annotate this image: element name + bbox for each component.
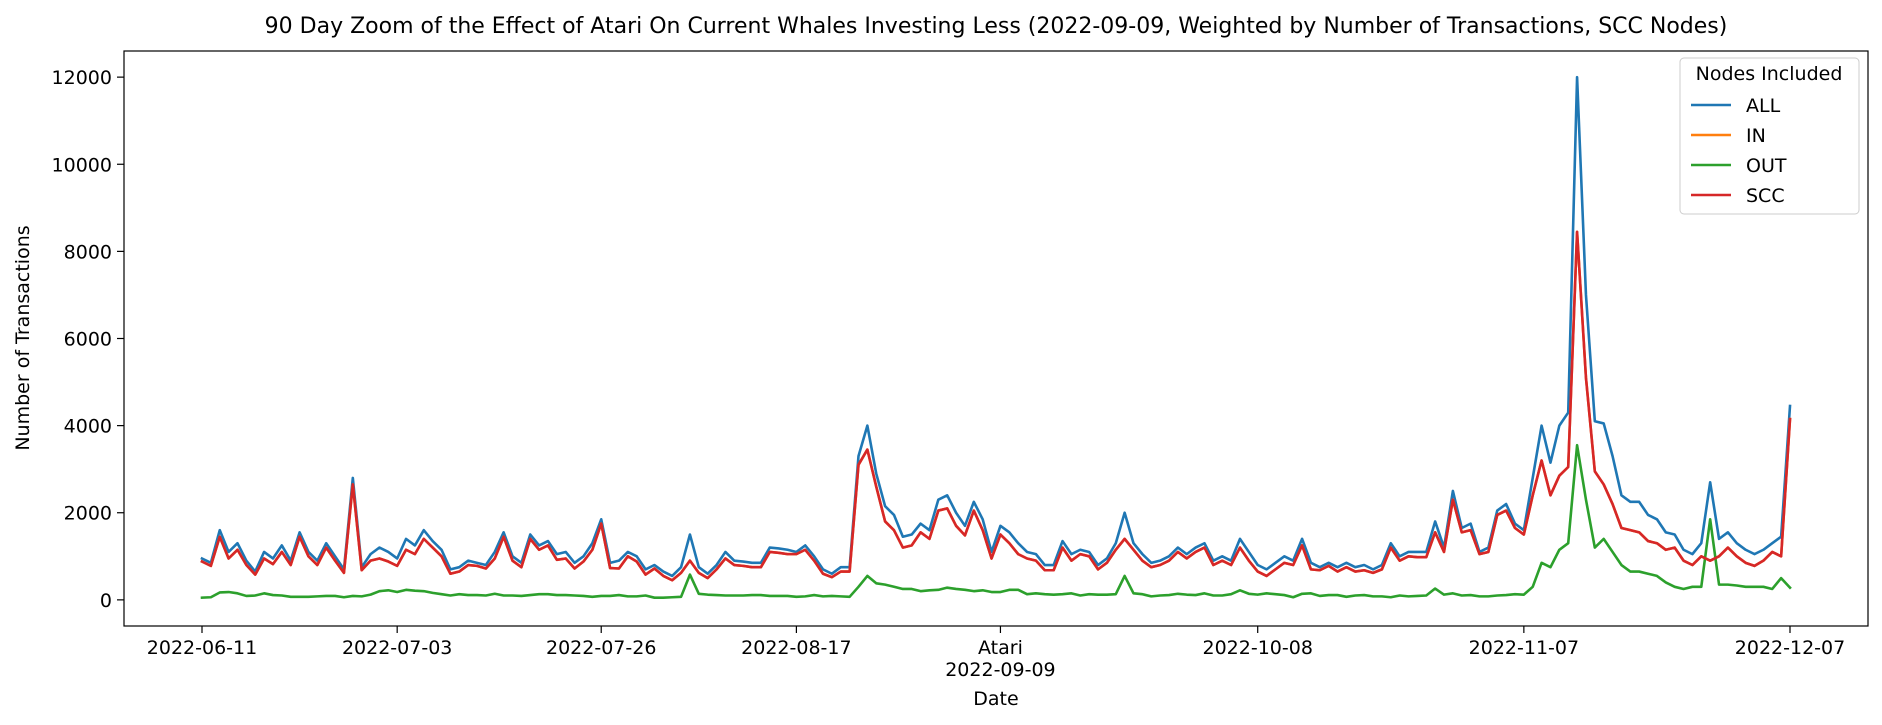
series-line-out bbox=[200, 443, 1792, 600]
series-lines bbox=[200, 75, 1792, 600]
plot-area bbox=[123, 50, 1869, 627]
y-tick-label: 0 bbox=[100, 590, 112, 612]
y-tick-label: 8000 bbox=[64, 241, 112, 263]
legend-label-in: IN bbox=[1746, 125, 1766, 147]
series-line-all bbox=[200, 75, 1792, 578]
chart-title: 90 Day Zoom of the Effect of Atari On Cu… bbox=[265, 14, 1728, 39]
y-axis: 0 2000 4000 6000 8000 10000 12000 bbox=[52, 67, 124, 612]
y-tick-label: 4000 bbox=[64, 416, 112, 438]
y-tick-label: 10000 bbox=[52, 154, 112, 176]
x-axis-label: Date bbox=[973, 688, 1018, 710]
legend-label-all: ALL bbox=[1746, 95, 1781, 117]
x-axis: 2022-06-11 2022-07-03 2022-07-26 2022-08-17… bbox=[147, 626, 1845, 681]
legend: Nodes Included ALL IN OUT SCC bbox=[1679, 57, 1860, 215]
legend-label-out: OUT bbox=[1746, 155, 1787, 177]
x-tick-label: 2022-07-03 bbox=[342, 637, 452, 659]
x-tick-label: Atari bbox=[978, 637, 1023, 659]
x-tick-label: 2022-10-08 bbox=[1202, 637, 1312, 659]
y-tick-label: 12000 bbox=[52, 67, 112, 89]
x-tick-label: 2022-11-07 bbox=[1469, 637, 1579, 659]
x-tick-label-secondary: 2022-09-09 bbox=[945, 659, 1055, 681]
x-tick-label: 2022-07-26 bbox=[546, 637, 656, 659]
plot-frame bbox=[123, 50, 1869, 627]
y-tick-label: 6000 bbox=[64, 329, 112, 351]
x-tick-label: 2022-12-07 bbox=[1735, 637, 1845, 659]
legend-label-scc: SCC bbox=[1746, 185, 1785, 207]
legend-title: Nodes Included bbox=[1696, 63, 1843, 85]
y-axis-label: Number of Transactions bbox=[12, 225, 34, 450]
y-tick-label: 2000 bbox=[64, 503, 112, 525]
legend-box bbox=[1679, 57, 1860, 215]
x-tick-label: 2022-08-17 bbox=[741, 637, 851, 659]
x-tick-label: 2022-06-11 bbox=[147, 637, 257, 659]
series-line-scc bbox=[200, 230, 1792, 582]
